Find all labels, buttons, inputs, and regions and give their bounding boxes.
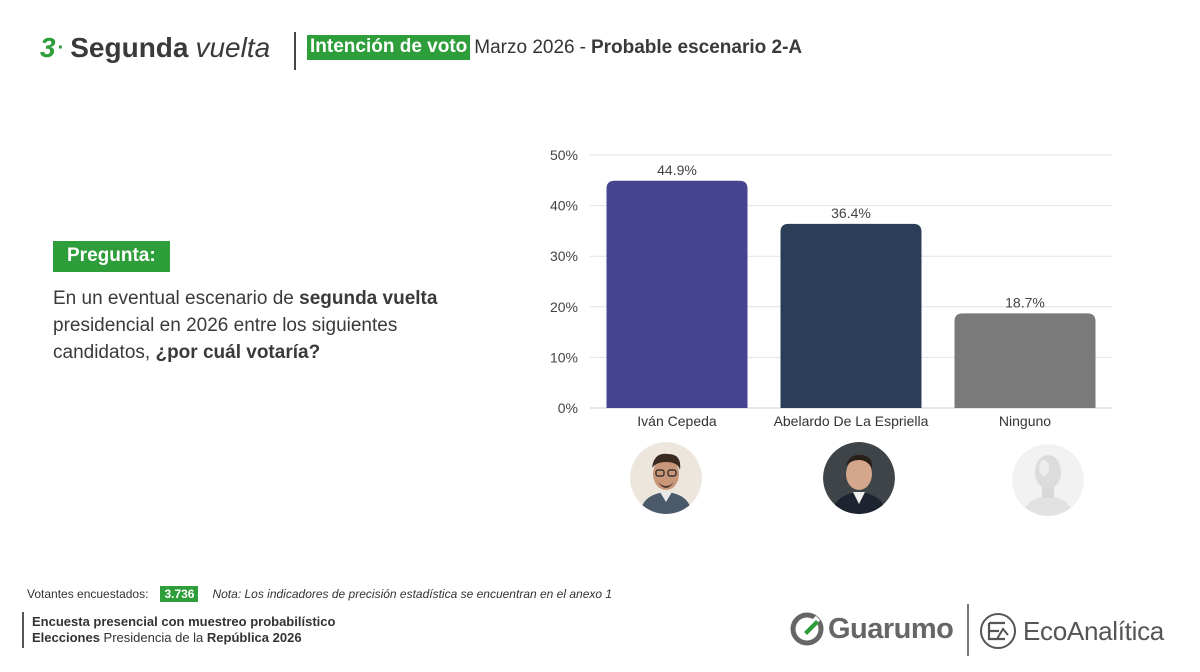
ninguno-mannequin [1012, 444, 1084, 516]
question-badge: Pregunta: [53, 241, 170, 272]
question-text: En un eventual escenario de segunda vuel… [53, 285, 473, 366]
data-label: 18.7% [1005, 294, 1045, 310]
footer-bar [22, 612, 24, 648]
ecoanalitica-wordmark: EcoAnalítica [1023, 615, 1164, 646]
bar [780, 223, 922, 408]
guarumo-logo: Guarumo [790, 612, 954, 646]
section-dot: · [57, 36, 65, 59]
data-label: 44.9% [657, 162, 697, 178]
guarumo-wordmark: Guarumo [828, 612, 954, 645]
voters-label: Votantes encuestados: [27, 587, 149, 601]
precision-note: Nota: Los indicadores de precisión estad… [212, 587, 613, 601]
x-tick-label: Iván Cepeda [637, 413, 717, 429]
candidate-photo-icon [630, 442, 702, 514]
question-bold-1: segunda vuelta [299, 288, 438, 309]
scenario-label: Probable escenario 2-A [590, 36, 803, 58]
candidate-photo-cepeda [630, 442, 702, 514]
page-title-italic: vuelta [195, 32, 271, 63]
bar [606, 180, 748, 408]
ecoanalitica-mark-icon [980, 613, 1016, 649]
footer-line-1: Encuesta presencial con muestreo probabi… [32, 614, 336, 629]
header-subtitle: Intención de voto Marzo 2026 - Probable … [307, 35, 802, 60]
ecoanalitica-logo: EcoAnalítica [979, 612, 1164, 650]
bar [954, 313, 1096, 408]
x-tick-label: Ninguno [999, 413, 1051, 429]
y-tick-label: 0% [558, 400, 578, 416]
footer-line-2-bold-1: Elecciones [32, 630, 100, 645]
section-number: 3 [40, 32, 56, 63]
mannequin-icon [1012, 444, 1084, 516]
candidate-photo-icon [823, 442, 895, 514]
page-header: 3 · Segunda vuelta [40, 28, 270, 68]
survey-month: Marzo 2026 [474, 36, 575, 58]
candidate-photo-espriella [823, 442, 895, 514]
question-part-1: En un eventual escenario de [53, 288, 300, 309]
footer-line-2-mid: Presidencia de la [99, 630, 207, 645]
footer-methodology: Encuesta presencial con muestreo probabi… [32, 614, 335, 646]
vote-intention-bar-chart: 0% 10% 20% 30% 40% 50% 44.9% Iván Cepeda 36.4% Ab… [550, 147, 1112, 429]
y-tick-label: 10% [550, 349, 578, 365]
question-bold-2: ¿por cuál votaría? [155, 342, 321, 363]
topic-badge: Intención de voto [307, 35, 471, 60]
guarumo-mark-icon [790, 612, 824, 646]
x-tick-label: Abelardo De La Espriella [774, 413, 929, 429]
y-tick-label: 50% [550, 147, 578, 163]
y-tick-label: 20% [550, 299, 578, 315]
y-tick-label: 40% [550, 198, 578, 214]
footer-line-2-bold-2: República 2026 [206, 630, 302, 645]
header-dash: - [579, 36, 586, 58]
question-part-2: presidencial en 2026 entre los siguiente… [53, 315, 398, 363]
data-label: 36.4% [831, 205, 871, 221]
page-title: Segunda [70, 32, 189, 63]
logos-divider [967, 604, 969, 656]
voters-count: 3.736 [160, 586, 199, 602]
header-divider [294, 32, 296, 70]
voters-line: Votantes encuestados: 3.736 Nota: Los in… [27, 586, 612, 602]
y-tick-label: 30% [550, 248, 578, 264]
